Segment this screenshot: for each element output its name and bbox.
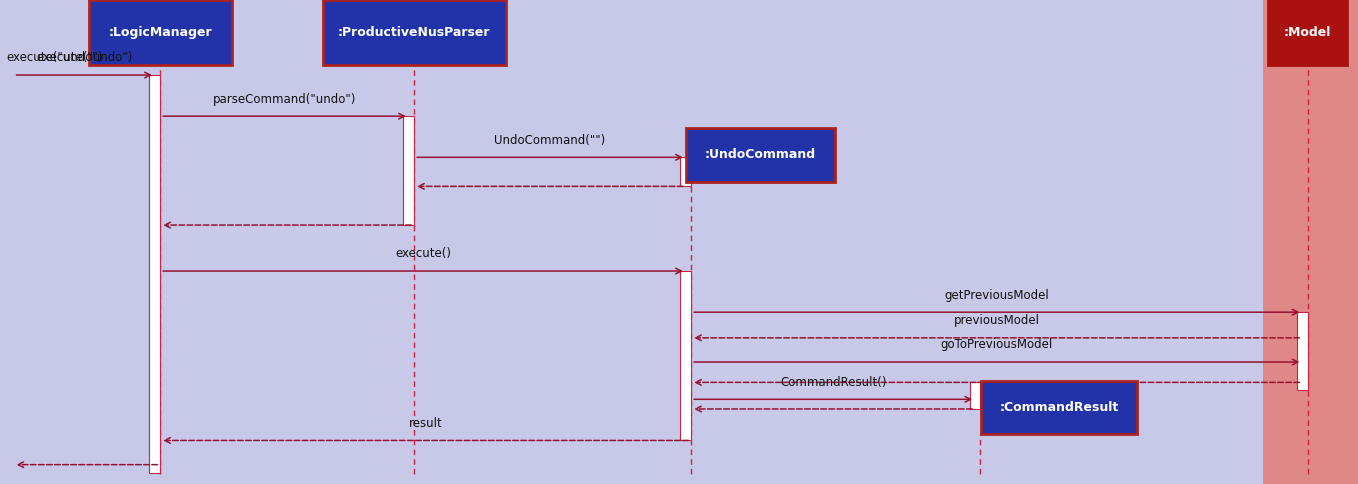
FancyBboxPatch shape — [680, 271, 691, 440]
FancyBboxPatch shape — [1297, 312, 1308, 390]
Text: :LogicManager: :LogicManager — [109, 26, 212, 39]
FancyBboxPatch shape — [970, 382, 980, 409]
FancyBboxPatch shape — [980, 381, 1138, 434]
Text: getPreviousModel: getPreviousModel — [944, 288, 1050, 302]
Text: goToPreviousModel: goToPreviousModel — [941, 338, 1052, 351]
Text: :UndoCommand: :UndoCommand — [705, 149, 816, 161]
FancyBboxPatch shape — [686, 128, 835, 182]
FancyBboxPatch shape — [90, 0, 231, 65]
Text: :CommandResult: :CommandResult — [999, 401, 1119, 414]
Text: parseCommand("undo"): parseCommand("undo") — [213, 92, 356, 106]
Text: execute(): execute() — [395, 247, 451, 260]
Text: execute("undo"): execute("undo") — [37, 51, 132, 64]
Text: previousModel: previousModel — [953, 314, 1040, 327]
Text: :Model: :Model — [1285, 26, 1331, 39]
Bar — [1263, 0, 1358, 484]
Text: execute("undo"): execute("undo") — [7, 51, 103, 64]
FancyBboxPatch shape — [680, 157, 691, 186]
FancyBboxPatch shape — [403, 116, 414, 225]
Text: result: result — [409, 417, 443, 430]
Text: CommandResult(): CommandResult() — [779, 376, 887, 389]
Text: UndoCommand(""): UndoCommand("") — [494, 134, 606, 147]
FancyBboxPatch shape — [1268, 0, 1347, 65]
FancyBboxPatch shape — [323, 0, 505, 65]
FancyBboxPatch shape — [149, 75, 160, 473]
Text: :ProductiveNusParser: :ProductiveNusParser — [338, 26, 490, 39]
